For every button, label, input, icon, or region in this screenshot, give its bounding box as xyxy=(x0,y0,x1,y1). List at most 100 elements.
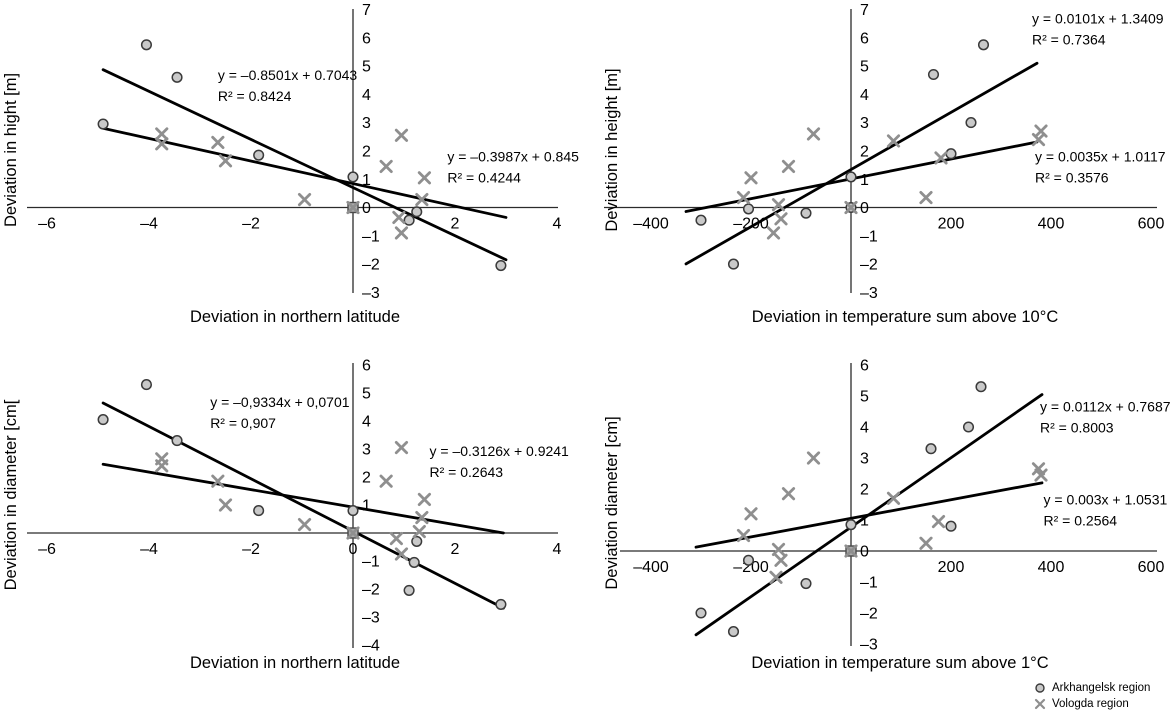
r-squared-label: R² = 0.7364 xyxy=(1032,32,1106,48)
circle-data-point xyxy=(495,598,507,610)
circle-data-point xyxy=(800,207,812,219)
x-data-point xyxy=(934,151,948,165)
y-tick-label: 2 xyxy=(362,470,371,487)
x-data-point xyxy=(211,135,225,150)
x-data-point xyxy=(736,190,751,205)
x-data-point xyxy=(417,171,431,185)
circle-marker-icon xyxy=(1035,682,1045,693)
y-tick-label: 0 xyxy=(860,200,869,217)
y-tick-label: –3 xyxy=(860,285,878,302)
circle-data-point xyxy=(97,414,109,426)
x-data-point xyxy=(346,200,360,215)
y-axis-title: Deviation in diameter [cm[ xyxy=(2,399,20,590)
x-axis-title: Deviation in northern latitude xyxy=(190,308,400,326)
equation-label: y = –0,9334x + 0,0701 xyxy=(210,394,350,410)
x-tick-label: 2 xyxy=(451,541,460,558)
circle-data-point xyxy=(97,118,109,130)
circle-data-point xyxy=(977,39,990,51)
y-tick-label: –1 xyxy=(362,228,380,245)
x-data-point xyxy=(774,212,788,226)
y-tick-label: 5 xyxy=(860,59,869,76)
x-data-point xyxy=(417,492,431,506)
x-data-point xyxy=(155,459,169,473)
equation-label: y = 0.0101x + 1.3409 xyxy=(1032,11,1164,27)
x-data-point xyxy=(769,570,783,584)
y-tick-label: –1 xyxy=(860,228,878,245)
x-data-point xyxy=(744,171,758,185)
y-tick-label: 2 xyxy=(860,482,869,499)
circle-data-point xyxy=(140,379,152,391)
circle-data-point xyxy=(742,554,755,566)
y-tick-label: 0 xyxy=(362,200,371,217)
y-tick-label: 5 xyxy=(362,59,371,76)
y-tick-label: 7 xyxy=(362,2,371,19)
circle-data-point xyxy=(347,171,359,183)
r-squared-label: R² = 0.2643 xyxy=(430,464,504,480)
x-data-point xyxy=(1034,468,1048,482)
x-tick-label: 2 xyxy=(451,216,460,233)
y-tick-label: 1 xyxy=(860,172,869,189)
chart-svg: –400 –200 200 400 600 7 6 5 4 3 2 1 0 –1 –2 –3 y = 0.010… xyxy=(603,2,1166,326)
x-tick-label: –4 xyxy=(140,216,158,233)
y-tick-label: 4 xyxy=(362,414,371,431)
circle-data-point xyxy=(347,505,359,517)
trend-line xyxy=(101,68,508,262)
x-data-point xyxy=(744,507,758,521)
x-data-point xyxy=(379,474,393,488)
x-axis-title: Deviation in temperature sum above 10°C xyxy=(752,308,1059,326)
circle-data-point xyxy=(695,214,707,226)
x-tick-label: 200 xyxy=(938,559,965,576)
circle-data-point xyxy=(945,148,957,160)
r-squared-label: R² = 0.8424 xyxy=(218,88,292,104)
x-data-point xyxy=(218,498,233,512)
y-tick-label: 6 xyxy=(362,30,371,47)
x-data-point xyxy=(394,441,409,455)
equation-label: y = 0.0112x + 0.7687 xyxy=(1040,399,1171,415)
circle-data-point xyxy=(171,71,183,83)
x-data-point xyxy=(844,200,858,215)
circle-data-point xyxy=(925,443,937,455)
circle-data-point xyxy=(975,381,987,393)
x-data-point xyxy=(394,226,409,240)
legend-label: Vologda region xyxy=(1052,697,1129,710)
x-data-point xyxy=(346,526,360,540)
y-tick-label: 4 xyxy=(860,87,869,104)
x-data-point xyxy=(766,226,781,240)
y-tick-label: 1 xyxy=(362,498,371,515)
circle-data-point xyxy=(845,171,857,183)
trend-line xyxy=(101,462,505,535)
x-axis-title: Deviation in northern latitude xyxy=(190,654,400,672)
x-data-point xyxy=(886,134,901,148)
r-squared-label: R² = 0.8003 xyxy=(1040,420,1114,436)
x-tick-label: 0 xyxy=(349,541,358,558)
y-axis-title: Deviation in height [m] xyxy=(603,68,621,231)
equation-label: y = –0.3126x + 0.9241 xyxy=(430,443,570,459)
y-tick-label: 0 xyxy=(860,544,869,561)
circle-data-point xyxy=(800,578,812,590)
circle-data-point xyxy=(927,68,940,81)
x-tick-label: –400 xyxy=(633,559,669,576)
x-tick-label: –6 xyxy=(38,216,56,233)
y-tick-label: 3 xyxy=(362,115,371,132)
circle-data-point xyxy=(253,149,265,161)
y-tick-label: –3 xyxy=(362,285,380,302)
x-data-point xyxy=(392,210,406,225)
trend-line xyxy=(101,401,505,610)
circle-data-point xyxy=(727,258,740,270)
y-tick-label: 3 xyxy=(860,115,869,132)
x-data-point xyxy=(394,547,409,561)
x-data-point xyxy=(919,536,933,550)
x-data-point xyxy=(771,198,786,212)
y-tick-label: –4 xyxy=(362,638,380,655)
x-data-point xyxy=(781,487,796,501)
x-tick-label: –200 xyxy=(733,216,769,233)
y-tick-label: 4 xyxy=(362,87,371,104)
x-data-point xyxy=(781,159,796,174)
chart-svg: –6 –4 –2 2 4 7 6 5 4 3 2 1 0 –1 –2 –3 y = –0.8501x + 0.7… xyxy=(2,2,579,326)
circle-data-point xyxy=(945,520,957,532)
r-squared-label: R² = 0,907 xyxy=(210,415,276,431)
scatter-panel-top-right: –400 –200 200 400 600 7 6 5 4 3 2 1 0 –1 –2 –3 y = 0.010… xyxy=(586,0,1172,330)
legend: Arkhangelsk region Vologda region xyxy=(1034,680,1150,711)
x-tick-label: 400 xyxy=(1038,559,1065,576)
circle-data-point xyxy=(742,203,755,215)
